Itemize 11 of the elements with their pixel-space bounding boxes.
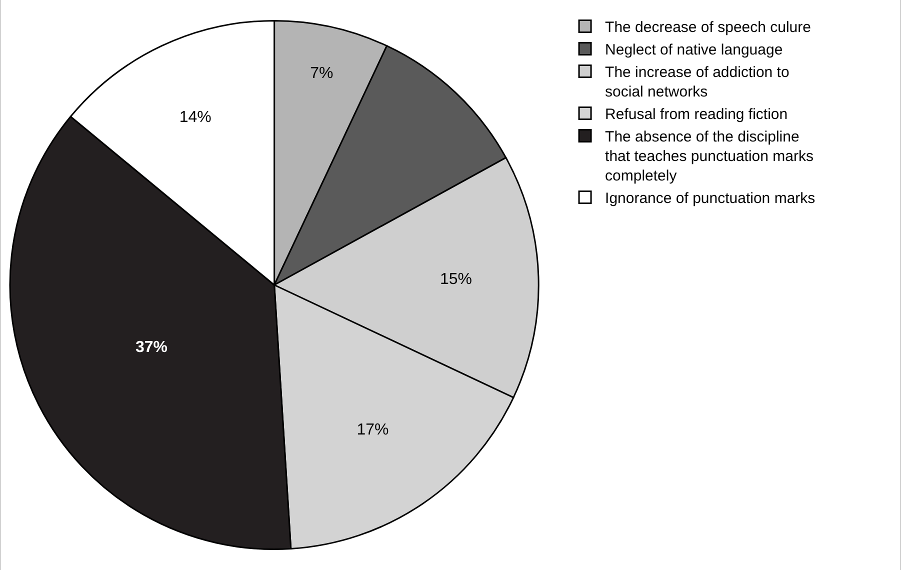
legend-label: Neglect of native language [605,42,783,59]
legend-label: Refusal from reading fiction [605,106,788,124]
legend-label: The absence of the discipline that teaches punctuation marks completely [605,128,814,185]
data-label: 7% [310,64,334,82]
legend-label: The decrease of speech culure [605,19,811,36]
data-label: 14% [179,108,212,126]
legend-label: Ignorance of punctuation marks [605,190,816,208]
data-label: 17% [356,421,389,438]
data-label: 15% [440,270,472,288]
legend-label: The increase of addiction to social networks [605,64,790,101]
data-label: 37% [135,339,168,356]
